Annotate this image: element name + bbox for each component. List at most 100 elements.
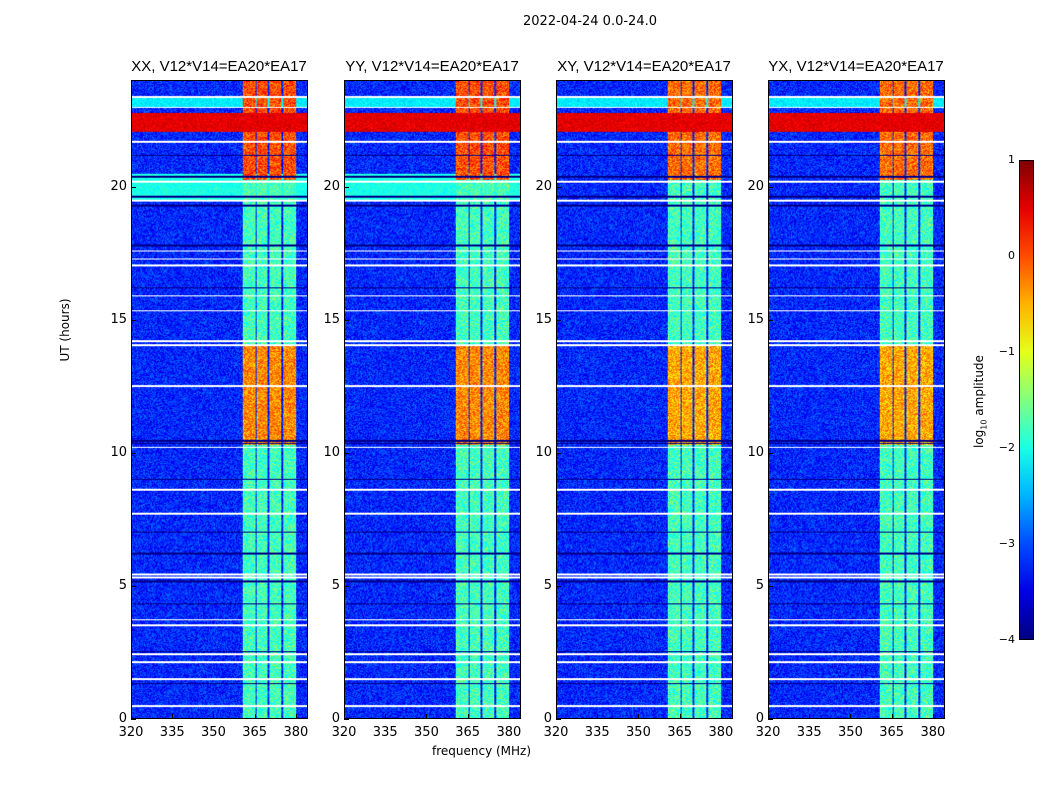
y-tick-mark xyxy=(768,186,773,188)
x-tick-label: 335 xyxy=(584,725,610,740)
y-tick-label: 10 xyxy=(323,444,340,460)
colorbar xyxy=(1019,160,1034,640)
x-tick-mark xyxy=(891,714,893,719)
y-tick-mark xyxy=(768,452,773,454)
panel-title: XY, V12*V14=EA20*EA17 xyxy=(557,58,731,75)
y-tick-label: 15 xyxy=(535,311,552,327)
figure-title: 2022-04-24 0.0-24.0 xyxy=(523,14,657,29)
colorbar-tick-label: −1 xyxy=(998,345,1015,358)
y-tick-label: 5 xyxy=(543,577,552,593)
y-tick-label: 5 xyxy=(755,577,764,593)
x-tick-label: 350 xyxy=(626,725,651,740)
x-tick-mark xyxy=(426,714,428,719)
x-tick-label: 320 xyxy=(755,725,781,740)
y-tick-label: 20 xyxy=(110,178,127,194)
y-tick-label: 20 xyxy=(747,178,764,194)
x-tick-mark xyxy=(508,714,510,719)
colorbar-label-log: log xyxy=(972,429,986,448)
x-tick-label: 380 xyxy=(708,725,734,740)
y-tick-mark xyxy=(768,585,773,587)
y-tick-label: 0 xyxy=(543,711,552,726)
x-tick-label: 365 xyxy=(667,725,693,740)
x-tick-mark xyxy=(254,714,256,719)
x-tick-label: 320 xyxy=(331,725,357,740)
y-tick-mark xyxy=(131,186,136,188)
y-tick-label: 10 xyxy=(110,444,127,460)
x-tick-label: 350 xyxy=(414,725,439,740)
y-tick-label: 20 xyxy=(323,178,340,194)
colorbar-tick-label: 0 xyxy=(1008,249,1015,262)
x-tick-mark xyxy=(131,714,132,719)
x-tick-mark xyxy=(295,714,297,719)
x-tick-mark xyxy=(638,714,640,719)
x-tick-mark xyxy=(172,714,174,719)
y-tick-mark xyxy=(344,585,349,587)
x-axis-label: frequency (MHz) xyxy=(432,744,532,758)
y-tick-label: 15 xyxy=(323,311,340,327)
colorbar-tick-label: 1 xyxy=(1008,153,1015,166)
y-tick-label: 0 xyxy=(118,711,127,726)
x-tick-mark xyxy=(720,714,722,719)
y-tick-label: 5 xyxy=(331,577,340,593)
spectrogram-panel-0 xyxy=(131,80,308,719)
y-tick-mark xyxy=(556,585,561,587)
y-tick-mark xyxy=(768,719,773,720)
colorbar-label-rest: amplitude xyxy=(972,355,986,420)
y-tick-label: 10 xyxy=(747,444,764,460)
spectrogram-heatmap xyxy=(132,81,307,718)
colorbar-tick-label: −2 xyxy=(998,441,1015,454)
x-tick-mark xyxy=(809,714,811,719)
colorbar-label: log10 amplitude xyxy=(972,355,988,448)
y-tick-mark xyxy=(556,452,561,454)
spectrogram-heatmap xyxy=(557,81,732,718)
y-tick-label: 10 xyxy=(535,444,552,460)
x-tick-label: 335 xyxy=(796,725,822,740)
x-tick-mark xyxy=(768,714,769,719)
panel-title: XX, V12*V14=EA20*EA17 xyxy=(131,58,307,75)
x-tick-label: 320 xyxy=(543,725,569,740)
spectrogram-panel-2 xyxy=(556,80,733,719)
y-tick-label: 15 xyxy=(747,311,764,327)
spectrogram-panel-3 xyxy=(768,80,945,719)
y-tick-mark xyxy=(131,319,136,321)
colorbar-tick-label: −3 xyxy=(998,537,1015,550)
x-tick-label: 365 xyxy=(242,725,268,740)
y-tick-label: 0 xyxy=(755,711,764,726)
x-tick-label: 365 xyxy=(879,725,905,740)
y-tick-mark xyxy=(344,319,349,321)
x-tick-mark xyxy=(679,714,681,719)
colorbar-tick-label: −4 xyxy=(998,633,1015,646)
x-tick-label: 350 xyxy=(201,725,226,740)
x-tick-label: 380 xyxy=(920,725,946,740)
y-tick-mark xyxy=(344,719,349,720)
x-tick-label: 335 xyxy=(159,725,185,740)
y-tick-mark xyxy=(344,452,349,454)
panel-title: YY, V12*V14=EA20*EA17 xyxy=(345,58,519,75)
y-tick-label: 0 xyxy=(331,711,340,726)
x-tick-mark xyxy=(556,714,557,719)
y-tick-label: 20 xyxy=(535,178,552,194)
y-tick-mark xyxy=(131,452,136,454)
x-tick-label: 380 xyxy=(496,725,522,740)
x-tick-mark xyxy=(932,714,934,719)
y-tick-mark xyxy=(131,719,136,720)
x-tick-mark xyxy=(213,714,215,719)
y-axis-label: UT (hours) xyxy=(58,298,72,362)
x-tick-mark xyxy=(467,714,469,719)
x-tick-mark xyxy=(597,714,599,719)
spectrogram-panel-1 xyxy=(344,80,521,719)
spectrogram-heatmap xyxy=(345,81,520,718)
y-tick-mark xyxy=(131,585,136,587)
y-tick-mark xyxy=(556,186,561,188)
x-tick-label: 350 xyxy=(838,725,863,740)
x-tick-mark xyxy=(385,714,387,719)
y-tick-mark xyxy=(556,719,561,720)
y-tick-label: 15 xyxy=(110,311,127,327)
x-tick-label: 320 xyxy=(118,725,144,740)
x-tick-label: 365 xyxy=(455,725,481,740)
y-tick-mark xyxy=(556,319,561,321)
colorbar-label-sub: 10 xyxy=(979,419,989,430)
y-tick-mark xyxy=(768,319,773,321)
panel-title: YX, V12*V14=EA20*EA17 xyxy=(768,58,944,75)
y-tick-label: 5 xyxy=(118,577,127,593)
